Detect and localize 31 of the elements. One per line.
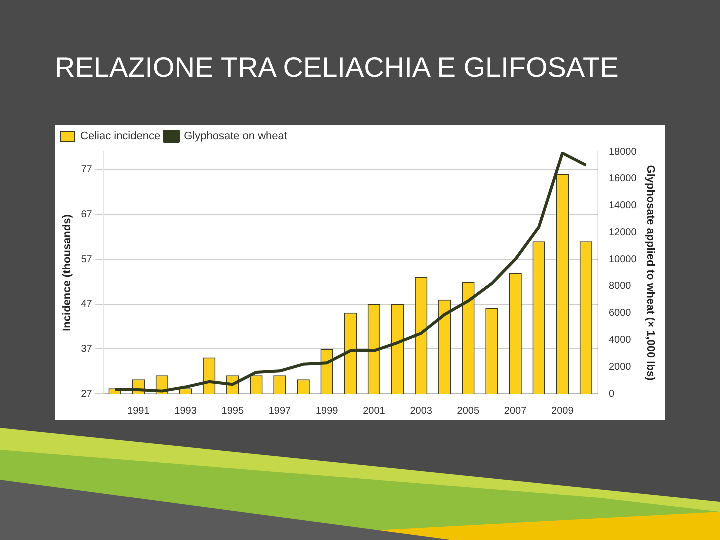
y2-tick-label: 6000: [608, 308, 632, 320]
y2-tick-label: 2000: [608, 362, 632, 373]
chart-title: RELAZIONE TRA CELIACHIA E GLIFOSATE: [55, 52, 619, 84]
y-axis-title: Incidence (thousands): [62, 214, 74, 332]
y2-tick-label: 16000: [608, 174, 638, 185]
y-tick-label: 27: [81, 388, 93, 400]
x-tick-label: 2009: [552, 406, 574, 417]
y2-tick-label: 18000: [608, 146, 638, 158]
y2-tick-label: 0: [608, 388, 615, 400]
y-tick-label: 77: [81, 164, 93, 176]
x-tick-label: 1993: [174, 406, 198, 417]
x-tick-label: 2003: [410, 406, 433, 417]
x-tick-label: 1991: [128, 406, 150, 417]
y2-axis-title: Glyphosate applied to wheat (× 1,000 lbs): [644, 165, 656, 382]
y2-tick-label: 4000: [608, 334, 632, 346]
y-tick-label: 67: [81, 209, 93, 220]
legend-label: Glyphosate on wheat: [184, 130, 288, 143]
x-tick-label: 2007: [504, 406, 528, 417]
y-tick-label: 47: [81, 299, 93, 310]
x-tick-label: 2001: [363, 406, 386, 417]
y2-tick-label: 10000: [608, 254, 638, 266]
x-tick-label: 1999: [316, 406, 339, 417]
x-tick-label: 2005: [457, 406, 480, 417]
y2-tick-label: 14000: [608, 200, 638, 212]
y2-tick-label: 8000: [608, 281, 632, 292]
x-tick-label: 1995: [222, 406, 244, 417]
y2-tick-label: 12000: [608, 227, 638, 238]
x-tick-label: 1997: [268, 406, 292, 417]
legend-label: Celiac incidence: [80, 130, 161, 143]
y-tick-label: 57: [81, 254, 93, 266]
y-tick-label: 37: [81, 344, 93, 355]
